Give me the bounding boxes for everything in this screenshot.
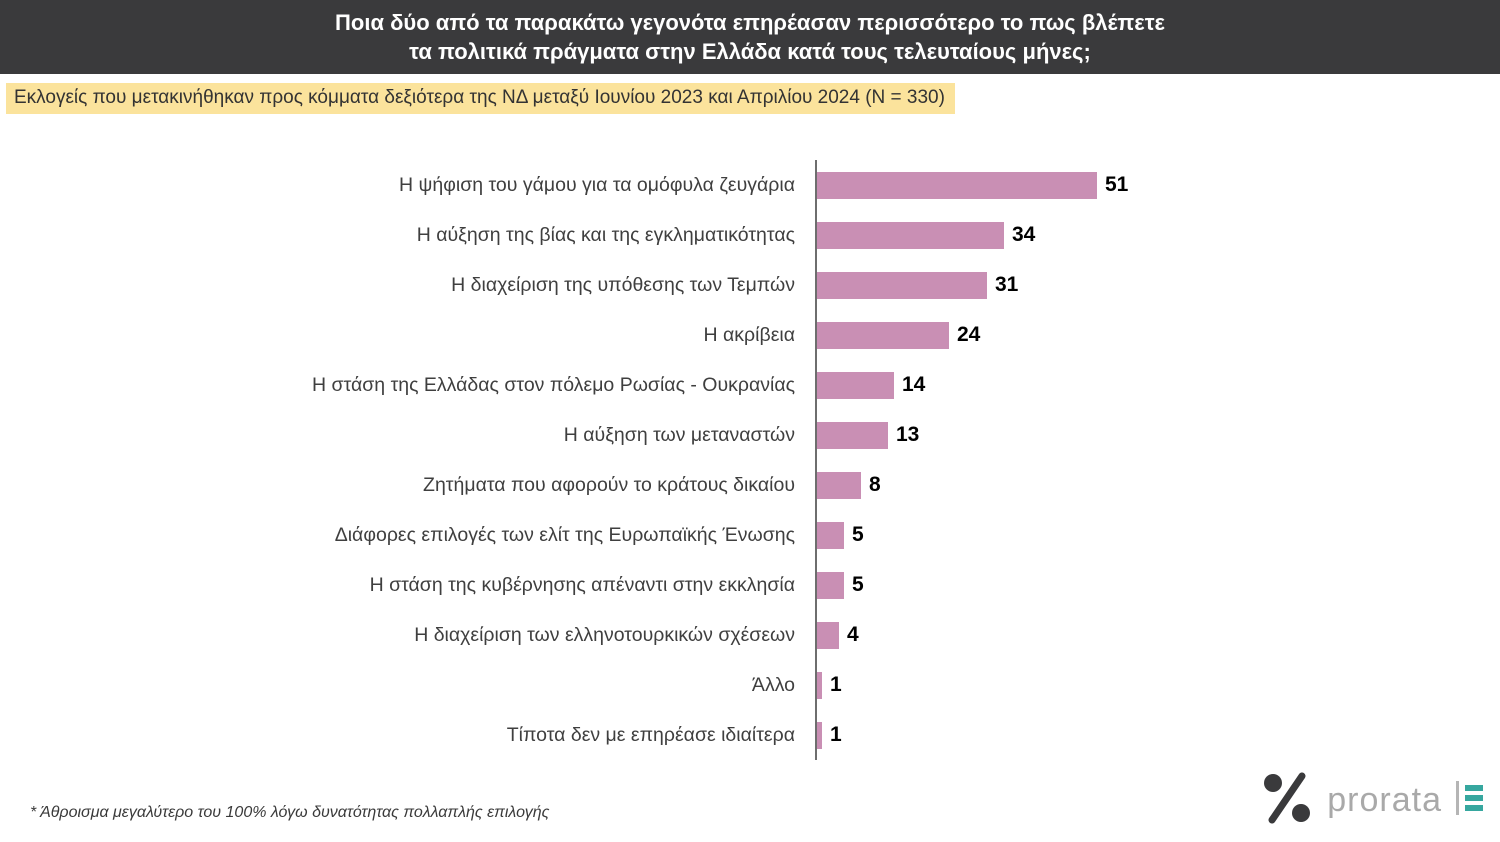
chart-row: Τίποτα δεν με επηρέασε ιδιαίτερα 1 (0, 710, 1500, 760)
chart-title-line1: Ποια δύο από τα παρακάτω γεγονότα επηρέα… (335, 9, 1165, 35)
bar (817, 471, 861, 499)
category-label: Η αύξηση της βίας και της εγκληματικότητ… (416, 223, 795, 246)
bar-area: 31 (815, 260, 1500, 310)
category-label: Η ακρίβεια (703, 323, 795, 346)
chart-row: Ζητήματα που αφορούν το κράτους δικαίου 8 (0, 460, 1500, 510)
prorata-logo: prorata (1261, 770, 1486, 831)
chart-row: Διάφορες επιλογές των ελίτ της Ευρωπαϊκή… (0, 510, 1500, 560)
chart-title-line2: τα πολιτικά πράγματα στην Ελλάδα κατά το… (409, 39, 1091, 64)
category-label: Η στάση της κυβέρνησης απέναντι στην εκκ… (369, 573, 795, 596)
value-label: 51 (1105, 173, 1129, 196)
bar (817, 221, 1004, 249)
prorata-flag-icon (1456, 779, 1486, 822)
category-label: Άλλο (751, 673, 795, 696)
value-label: 31 (995, 273, 1019, 296)
bar (817, 721, 822, 749)
chart-row: Η διαχείριση των ελληνοτουρκικών σχέσεων… (0, 610, 1500, 660)
bar (817, 621, 839, 649)
bar-area: 5 (815, 510, 1500, 560)
chart-row: Η στάση της Ελλάδας στον πόλεμο Ρωσίας -… (0, 360, 1500, 410)
bar (817, 371, 894, 399)
category-label: Η διαχείριση των ελληνοτουρκικών σχέσεων (414, 623, 795, 646)
value-label: 24 (957, 323, 981, 346)
bar-area: 1 (815, 710, 1500, 760)
value-label: 4 (847, 623, 859, 646)
value-label: 1 (830, 723, 842, 746)
percent-icon (1261, 770, 1313, 831)
chart-title-bar: Ποια δύο από τα παρακάτω γεγονότα επηρέα… (0, 0, 1500, 74)
chart-row: Άλλο 1 (0, 660, 1500, 710)
chart-row: Η ακρίβεια 24 (0, 310, 1500, 360)
bar-area: 14 (815, 360, 1500, 410)
bar (817, 671, 822, 699)
bar-area: 51 (815, 160, 1500, 210)
value-label: 13 (896, 423, 920, 446)
category-label: Η ψήφιση του γάμου για τα ομόφυλα ζευγάρ… (398, 173, 795, 196)
chart-row: Η στάση της κυβέρνησης απέναντι στην εκκ… (0, 560, 1500, 610)
value-label: 5 (852, 523, 864, 546)
bar-area: 1 (815, 660, 1500, 710)
chart-row: Η ψήφιση του γάμου για τα ομόφυλα ζευγάρ… (0, 160, 1500, 210)
chart-row: Η αύξηση των μεταναστών 13 (0, 410, 1500, 460)
bar-area: 4 (815, 610, 1500, 660)
bar-area: 13 (815, 410, 1500, 460)
category-label: Διάφορες επιλογές των ελίτ της Ευρωπαϊκή… (334, 523, 795, 546)
category-label: Τίποτα δεν με επηρέασε ιδιαίτερα (506, 723, 795, 746)
bar (817, 171, 1097, 199)
bar (817, 321, 949, 349)
bar-area: 34 (815, 210, 1500, 260)
bar-chart: Η ψήφιση του γάμου για τα ομόφυλα ζευγάρ… (0, 160, 1500, 760)
category-label: Η διαχείριση της υπόθεσης των Τεμπών (451, 273, 795, 296)
prorata-wordmark: prorata (1327, 781, 1442, 819)
bar (817, 421, 888, 449)
bar (817, 571, 844, 599)
bar (817, 271, 987, 299)
value-label: 5 (852, 573, 864, 596)
bar (817, 521, 844, 549)
category-label: Η αύξηση των μεταναστών (563, 423, 795, 446)
value-label: 1 (830, 673, 842, 696)
bar-area: 5 (815, 560, 1500, 610)
value-label: 34 (1012, 223, 1036, 246)
value-label: 8 (869, 473, 881, 496)
bar-area: 8 (815, 460, 1500, 510)
value-label: 14 (902, 373, 926, 396)
category-label: Η στάση της Ελλάδας στον πόλεμο Ρωσίας -… (312, 373, 795, 396)
chart-rows: Η ψήφιση του γάμου για τα ομόφυλα ζευγάρ… (0, 160, 1500, 760)
category-label: Ζητήματα που αφορούν το κράτους δικαίου (423, 473, 795, 496)
chart-subtitle: Εκλογείς που μετακινήθηκαν προς κόμματα … (6, 83, 955, 114)
chart-row: Η αύξηση της βίας και της εγκληματικότητ… (0, 210, 1500, 260)
chart-row: Η διαχείριση της υπόθεσης των Τεμπών 31 (0, 260, 1500, 310)
bar-area: 24 (815, 310, 1500, 360)
chart-footnote: * Άθροισμα μεγαλύτερο του 100% λόγω δυνα… (30, 804, 550, 821)
